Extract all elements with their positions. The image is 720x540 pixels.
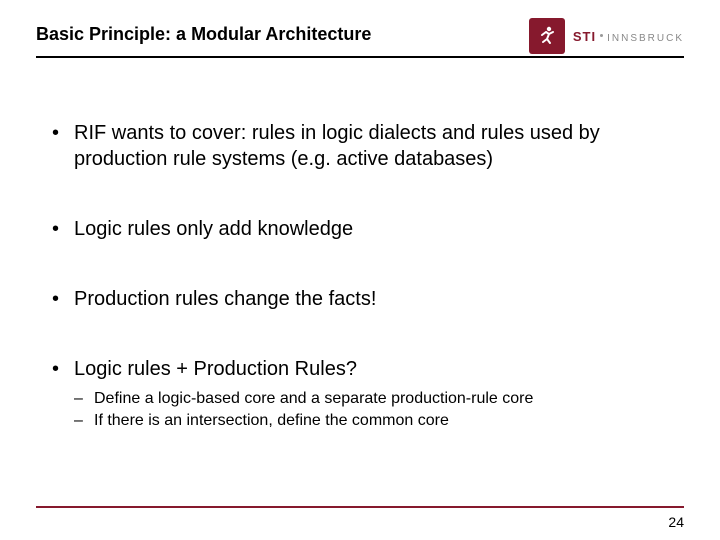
bullet-text: RIF wants to cover: rules in logic diale… <box>74 122 600 170</box>
content: RIF wants to cover: rules in logic diale… <box>48 120 672 431</box>
page-number: 24 <box>668 514 684 530</box>
list-item: Production rules change the facts! <box>48 286 672 312</box>
divider-top <box>36 56 684 58</box>
logo-icon <box>529 18 565 54</box>
bullet-list: RIF wants to cover: rules in logic diale… <box>48 120 672 431</box>
sub-list-item: Define a logic-based core and a separate… <box>74 388 672 410</box>
sub-list-item: If there is an intersection, define the … <box>74 410 672 432</box>
logo-innsbruck-label: INNSBRUCK <box>607 33 684 44</box>
list-item: Logic rules + Production Rules? Define a… <box>48 356 672 431</box>
sub-bullet-text: Define a logic-based core and a separate… <box>94 390 533 407</box>
slide: Basic Principle: a Modular Architecture … <box>0 0 720 540</box>
list-item: RIF wants to cover: rules in logic diale… <box>48 120 672 172</box>
sub-bullet-text: If there is an intersection, define the … <box>94 412 449 429</box>
bullet-text: Production rules change the facts! <box>74 288 376 310</box>
logo-text: STI INNSBRUCK <box>573 29 684 44</box>
divider-bottom <box>36 506 684 508</box>
logo-sti-label: STI <box>573 29 596 44</box>
bullet-text: Logic rules + Production Rules? <box>74 358 357 380</box>
list-item: Logic rules only add knowledge <box>48 216 672 242</box>
logo: STI INNSBRUCK <box>529 18 684 54</box>
running-figure-icon <box>535 24 559 48</box>
bullet-text: Logic rules only add knowledge <box>74 218 353 240</box>
logo-dot-icon <box>600 34 603 37</box>
sub-list: Define a logic-based core and a separate… <box>74 388 672 431</box>
